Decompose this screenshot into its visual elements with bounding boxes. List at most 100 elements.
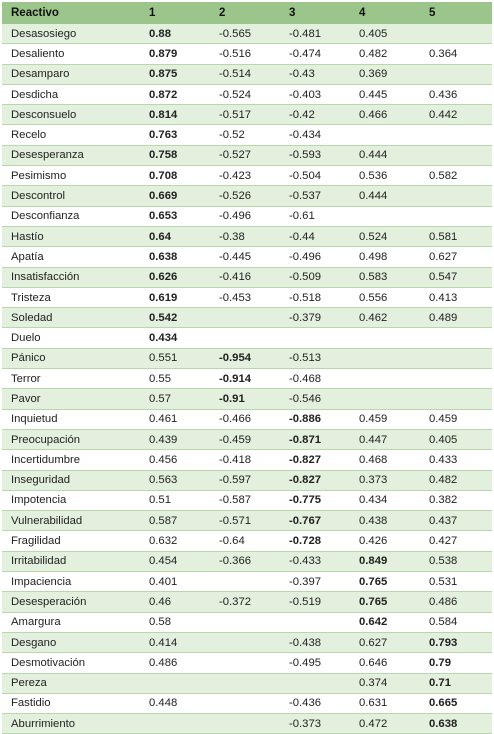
- loading-cell: 0.55: [140, 368, 210, 390]
- loading-cell: [140, 713, 210, 734]
- loading-cell: 0.468: [350, 449, 420, 471]
- table-row: Hastío 0.64 -0.38 -0.44 0.524 0.581: [2, 226, 492, 248]
- loading-cell: -0.91: [210, 388, 280, 410]
- table-row: Desconsuelo 0.814 -0.517 -0.42 0.466 0.442: [2, 104, 492, 126]
- row-label: Desgano: [2, 632, 140, 654]
- loading-cell: [140, 673, 210, 694]
- loading-cell: 0.646: [350, 652, 420, 674]
- table-body: Desasosiego 0.88 -0.565 -0.481 0.405 Desalien…: [2, 24, 492, 734]
- header-factor-1: 1: [140, 2, 210, 24]
- loading-cell: [420, 145, 492, 167]
- loading-cell: 0.447: [350, 429, 420, 451]
- loading-cell: 0.538: [420, 551, 492, 573]
- loading-cell: 0.373: [350, 470, 420, 491]
- loading-cell: -0.513: [280, 348, 350, 370]
- loading-cell: -0.593: [280, 145, 350, 167]
- loading-cell: 0.448: [140, 693, 210, 715]
- table-row: Pavor 0.57 -0.91 -0.546: [2, 388, 492, 410]
- loading-cell: -0.775: [280, 490, 350, 512]
- loading-cell: 0.642: [350, 612, 420, 633]
- loading-cell: 0.587: [140, 510, 210, 532]
- loading-cell: 0.486: [140, 652, 210, 674]
- table-row: Irritabilidad 0.454 -0.366 -0.433 0.849 0.538: [2, 551, 492, 573]
- header-factor-3: 3: [280, 2, 350, 24]
- loading-cell: -0.379: [280, 307, 350, 329]
- table-row: Duelo 0.434: [2, 327, 492, 349]
- loading-cell: 0.405: [420, 429, 492, 451]
- header-factor-5: 5: [420, 2, 492, 24]
- loading-cell: -0.44: [280, 226, 350, 248]
- table-row: Amargura 0.58 0.642 0.584: [2, 612, 492, 633]
- row-label: Fastidio: [2, 693, 140, 715]
- loading-cell: 0.482: [350, 43, 420, 65]
- table-row: Pereza 0.374 0.71: [2, 673, 492, 694]
- loading-cell: [210, 713, 280, 734]
- loading-cell: 0.486: [420, 591, 492, 613]
- loading-cell: -0.518: [280, 287, 350, 309]
- table-row: Desasosiego 0.88 -0.565 -0.481 0.405: [2, 24, 492, 45]
- loading-cell: -0.517: [210, 104, 280, 126]
- loading-cell: 0.427: [420, 530, 492, 552]
- table-row: Pesimismo 0.708 -0.423 -0.504 0.536 0.582: [2, 165, 492, 187]
- loading-cell: 0.57: [140, 388, 210, 410]
- loading-cell: 0.436: [420, 84, 492, 106]
- loading-cell: [210, 632, 280, 654]
- row-label: Desamparo: [2, 64, 140, 85]
- loading-cell: 0.64: [140, 226, 210, 248]
- loading-cell: [210, 307, 280, 329]
- loading-cell: 0.456: [140, 449, 210, 471]
- loading-cell: 0.382: [420, 490, 492, 512]
- loading-cell: -0.474: [280, 43, 350, 65]
- table-row: Vulnerabilidad 0.587 -0.571 -0.767 0.438 0.43…: [2, 510, 492, 532]
- table-row: Inquietud 0.461 -0.466 -0.886 0.459 0.459: [2, 409, 492, 430]
- loading-cell: [420, 348, 492, 370]
- table-row: Incertidumbre 0.456 -0.418 -0.827 0.468 0.433: [2, 449, 492, 471]
- table-row: Desesperanza 0.758 -0.527 -0.593 0.444: [2, 145, 492, 167]
- row-label: Desesperanza: [2, 145, 140, 167]
- row-label: Impaciencia: [2, 571, 140, 593]
- table-row: Descontrol 0.669 -0.526 -0.537 0.444: [2, 185, 492, 207]
- loading-cell: 0.71: [420, 673, 492, 694]
- loading-cell: 0.542: [140, 307, 210, 329]
- loading-cell: 0.459: [350, 409, 420, 430]
- row-label: Pereza: [2, 673, 140, 694]
- loading-cell: -0.546: [280, 388, 350, 410]
- loading-cell: 0.413: [420, 287, 492, 309]
- loading-cell: 0.536: [350, 165, 420, 187]
- table-row: Preocupación 0.439 -0.459 -0.871 0.447 0.405: [2, 429, 492, 451]
- loading-cell: -0.514: [210, 64, 280, 85]
- loading-cell: -0.52: [210, 124, 280, 146]
- loading-cell: [420, 388, 492, 410]
- loading-cell: -0.438: [280, 632, 350, 654]
- loading-cell: [280, 327, 350, 349]
- loading-cell: 0.584: [420, 612, 492, 633]
- loading-cell: [350, 368, 420, 390]
- table-row: Inseguridad 0.563 -0.597 -0.827 0.373 0.482: [2, 470, 492, 491]
- loading-cell: 0.626: [140, 267, 210, 288]
- loading-cell: -0.571: [210, 510, 280, 532]
- loading-cell: -0.516: [210, 43, 280, 65]
- loading-cell: 0.531: [420, 571, 492, 593]
- loading-cell: 0.482: [420, 470, 492, 491]
- loading-cell: -0.436: [280, 693, 350, 715]
- row-label: Terror: [2, 368, 140, 390]
- table-row: Tristeza 0.619 -0.453 -0.518 0.556 0.413: [2, 287, 492, 309]
- loading-cell: -0.433: [280, 551, 350, 573]
- loading-cell: 0.442: [420, 104, 492, 126]
- loading-cell: [280, 673, 350, 694]
- loading-cell: 0.619: [140, 287, 210, 309]
- loading-cell: 0.434: [350, 490, 420, 512]
- loading-cell: 0.765: [350, 591, 420, 613]
- loading-cell: 0.708: [140, 165, 210, 187]
- loading-cell: [210, 693, 280, 715]
- table-row: Fragilidad 0.632 -0.64 -0.728 0.426 0.427: [2, 530, 492, 552]
- loading-cell: -0.496: [210, 206, 280, 227]
- loading-cell: 0.461: [140, 409, 210, 430]
- loading-cell: -0.954: [210, 348, 280, 370]
- loading-cell: 0.763: [140, 124, 210, 146]
- loading-cell: 0.875: [140, 64, 210, 85]
- table-row: Desgano 0.414 -0.438 0.627 0.793: [2, 632, 492, 654]
- loading-cell: -0.43: [280, 64, 350, 85]
- loading-cell: -0.468: [280, 368, 350, 390]
- row-label: Pesimismo: [2, 165, 140, 187]
